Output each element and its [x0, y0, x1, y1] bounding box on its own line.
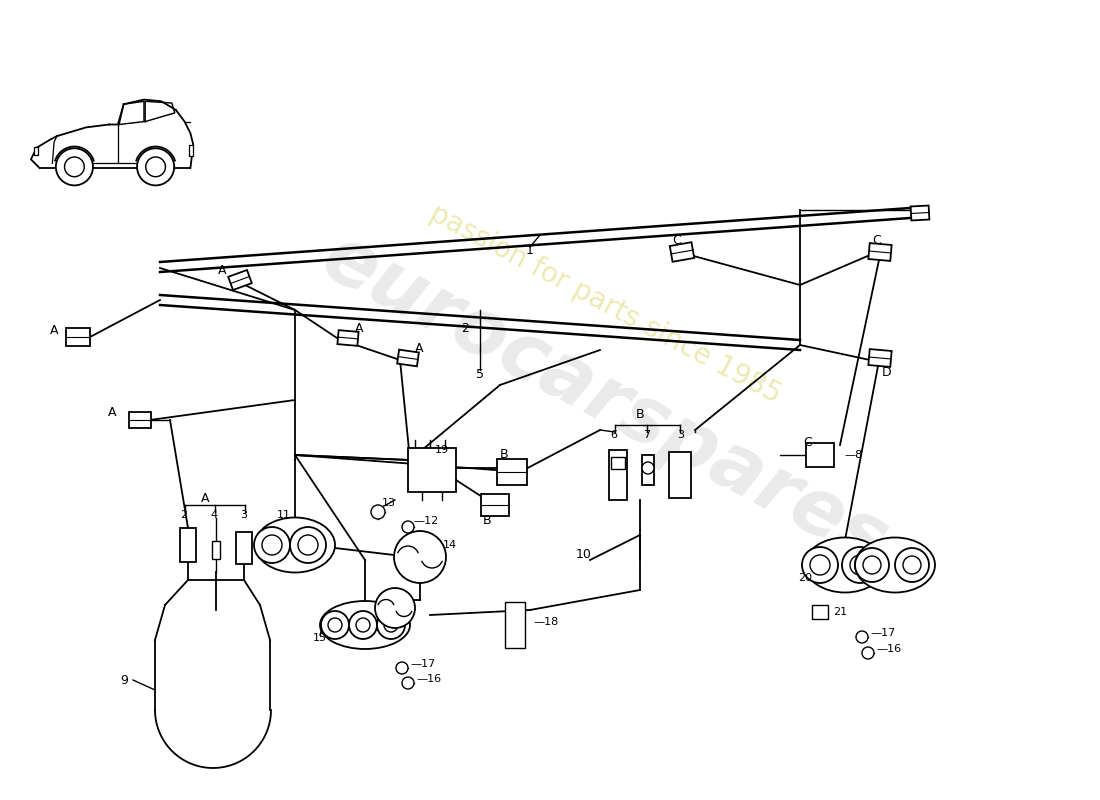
Bar [505, 602, 525, 648]
Polygon shape [397, 350, 419, 366]
Text: 11: 11 [277, 510, 292, 520]
Text: 10: 10 [576, 549, 592, 562]
Ellipse shape [320, 601, 410, 649]
Circle shape [842, 547, 878, 583]
Bar [642, 455, 654, 485]
Text: —17: —17 [410, 659, 436, 669]
Circle shape [642, 462, 654, 474]
Circle shape [298, 535, 318, 555]
Circle shape [810, 555, 830, 575]
Polygon shape [338, 330, 359, 346]
Polygon shape [868, 349, 892, 367]
Text: —12: —12 [412, 516, 438, 526]
Circle shape [862, 647, 874, 659]
Text: 3: 3 [240, 510, 248, 520]
Bar [812, 605, 828, 619]
Circle shape [375, 588, 415, 628]
Circle shape [262, 535, 282, 555]
Polygon shape [129, 412, 151, 428]
Circle shape [384, 618, 398, 632]
Text: C: C [672, 234, 681, 246]
Circle shape [864, 556, 881, 574]
Text: C: C [803, 437, 812, 450]
Circle shape [65, 157, 85, 177]
Text: —8: —8 [844, 450, 862, 460]
Text: —18: —18 [534, 617, 558, 627]
Text: B: B [636, 409, 645, 422]
Bar [669, 452, 691, 498]
Bar [34, 146, 39, 154]
Text: 21: 21 [833, 607, 847, 617]
Circle shape [903, 556, 921, 574]
Text: eurocarspares: eurocarspares [309, 219, 901, 581]
Polygon shape [228, 270, 252, 290]
Text: A: A [200, 491, 209, 505]
Circle shape [371, 505, 385, 519]
Text: —16: —16 [416, 674, 441, 684]
Text: 14: 14 [443, 540, 458, 550]
Polygon shape [868, 243, 892, 261]
Circle shape [349, 611, 377, 639]
Bar [189, 145, 194, 157]
Ellipse shape [855, 538, 935, 593]
Text: 3: 3 [676, 430, 684, 440]
Text: 5: 5 [476, 369, 484, 382]
Text: A: A [218, 263, 227, 277]
Circle shape [396, 662, 408, 674]
Polygon shape [497, 459, 527, 485]
Text: 7: 7 [644, 430, 650, 440]
Text: —16: —16 [876, 644, 901, 654]
Text: B: B [483, 514, 492, 526]
Bar [212, 541, 220, 559]
Text: C: C [872, 234, 881, 246]
Text: 2: 2 [180, 510, 187, 520]
Text: A: A [415, 342, 424, 354]
Circle shape [290, 527, 326, 563]
Bar [408, 448, 456, 492]
Circle shape [138, 148, 174, 186]
Circle shape [855, 548, 889, 582]
Circle shape [402, 677, 414, 689]
Circle shape [321, 611, 349, 639]
Circle shape [328, 618, 342, 632]
Text: A: A [50, 323, 58, 337]
Circle shape [56, 148, 94, 186]
Text: 19: 19 [434, 445, 449, 455]
Text: 1: 1 [526, 243, 534, 257]
Bar [609, 450, 627, 500]
Text: A: A [355, 322, 363, 334]
Text: passion for parts since 1985: passion for parts since 1985 [425, 199, 785, 409]
Circle shape [856, 631, 868, 643]
Polygon shape [670, 242, 694, 262]
Bar [610, 457, 625, 469]
Text: 6: 6 [610, 430, 617, 440]
Circle shape [394, 531, 446, 583]
Polygon shape [911, 206, 930, 221]
Circle shape [254, 527, 290, 563]
Text: B: B [500, 449, 508, 462]
Circle shape [895, 548, 930, 582]
Bar [806, 443, 834, 467]
Text: A: A [108, 406, 117, 419]
Ellipse shape [805, 538, 886, 593]
Text: D: D [882, 366, 892, 379]
Text: 4: 4 [210, 510, 217, 520]
Bar [180, 528, 196, 562]
Circle shape [356, 618, 370, 632]
Polygon shape [66, 328, 90, 346]
Circle shape [377, 611, 405, 639]
Ellipse shape [255, 518, 336, 573]
Polygon shape [481, 494, 509, 516]
Circle shape [850, 555, 870, 575]
Text: 20: 20 [798, 573, 812, 583]
Circle shape [145, 157, 165, 177]
Text: —17: —17 [870, 628, 895, 638]
Text: 2: 2 [461, 322, 469, 334]
Bar [236, 532, 252, 564]
Circle shape [402, 521, 414, 533]
Text: 15: 15 [314, 633, 327, 643]
Text: 13: 13 [382, 498, 396, 508]
Text: 9: 9 [120, 674, 128, 686]
Circle shape [802, 547, 838, 583]
